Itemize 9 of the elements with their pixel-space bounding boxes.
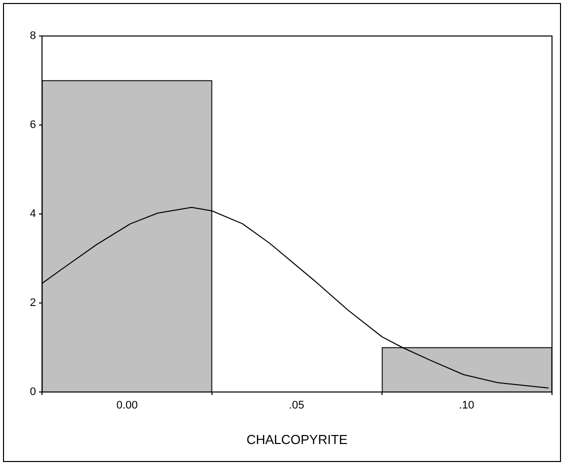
y-tick-label: 0: [30, 386, 36, 398]
x-tick-label: .10: [458, 400, 474, 412]
y-tick-label: 2: [30, 297, 36, 310]
y-tick-label: 4: [30, 208, 36, 220]
x-tick-label: .05: [288, 400, 304, 412]
x-axis-title: CHALCOPYRITE: [246, 432, 348, 447]
y-tick-label: 8: [30, 30, 36, 42]
x-tick-label: 0.00: [116, 400, 138, 412]
y-tick-label: 6: [30, 119, 36, 132]
